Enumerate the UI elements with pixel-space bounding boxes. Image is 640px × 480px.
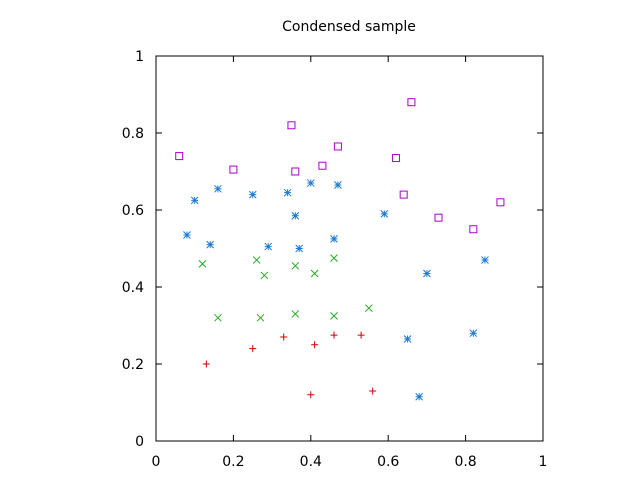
data-point-cross xyxy=(214,313,222,322)
data-point-star xyxy=(264,242,273,251)
data-point-plus xyxy=(369,387,377,395)
data-point-star xyxy=(190,196,199,205)
data-point-cross xyxy=(330,254,338,262)
data-point-star xyxy=(380,209,389,218)
data-point-star xyxy=(415,392,424,401)
data-point-square xyxy=(318,161,327,170)
data-point-cross xyxy=(260,271,269,280)
data-point-star xyxy=(291,211,300,220)
data-point-star xyxy=(283,188,292,197)
data-point-square xyxy=(407,98,416,107)
y-tick-label: 0.6 xyxy=(122,203,144,219)
data-point-cross xyxy=(364,304,373,313)
data-point-cross xyxy=(198,260,207,268)
data-point-star xyxy=(423,269,431,278)
data-point-square xyxy=(469,225,478,234)
x-tick-label: 1 xyxy=(539,454,548,470)
data-point-cross xyxy=(252,256,261,264)
data-point-plus xyxy=(307,391,315,399)
data-point-star xyxy=(295,244,304,253)
y-tick-label: 0.4 xyxy=(122,280,144,296)
data-point-star xyxy=(306,179,315,187)
data-point-star xyxy=(469,329,478,338)
data-point-cross xyxy=(291,261,300,270)
data-point-plus xyxy=(311,341,319,349)
data-point-star xyxy=(214,184,222,193)
data-point-cross xyxy=(291,310,300,318)
data-point-star xyxy=(330,235,338,243)
data-point-square xyxy=(496,198,505,207)
y-tick-label: 0.2 xyxy=(122,357,144,373)
plot-frame xyxy=(155,55,544,442)
x-tick-label: 0.6 xyxy=(377,454,399,470)
data-point-star xyxy=(206,240,215,249)
x-tick-label: 0.8 xyxy=(454,454,476,470)
data-point-square xyxy=(333,142,342,151)
data-point-plus xyxy=(202,360,210,368)
axes: 0 0.2 0.4 0.6 0.8 1 0 0.2 0.4 0.6 0.8 1 xyxy=(122,49,548,470)
data-point-cross xyxy=(256,313,265,322)
chart-title: Condensed sample xyxy=(282,19,416,35)
data-points xyxy=(175,98,505,401)
data-point-star xyxy=(248,190,257,199)
data-point-plus xyxy=(249,345,257,353)
data-point-star xyxy=(183,231,191,239)
data-point-plus xyxy=(330,331,338,339)
data-point-plus xyxy=(280,333,288,341)
x-tick-label: 0.4 xyxy=(300,454,322,470)
data-point-plus xyxy=(357,331,365,339)
y-tick-label: 0.8 xyxy=(122,126,144,142)
data-point-square xyxy=(175,152,184,161)
data-point-square xyxy=(229,165,238,174)
data-point-square xyxy=(291,167,300,176)
data-point-cross xyxy=(310,269,319,278)
data-point-star xyxy=(403,335,412,343)
x-tick-label: 0 xyxy=(152,454,161,470)
data-point-square xyxy=(399,190,408,199)
data-point-star xyxy=(334,181,342,189)
data-point-square xyxy=(391,154,400,163)
y-tick-label: 0 xyxy=(135,434,144,450)
data-point-square xyxy=(434,213,443,222)
x-tick-label: 0.2 xyxy=(222,454,244,470)
data-point-square xyxy=(287,121,296,130)
data-point-star xyxy=(481,256,489,264)
data-point-cross xyxy=(330,312,338,320)
y-tick-label: 1 xyxy=(135,49,144,65)
